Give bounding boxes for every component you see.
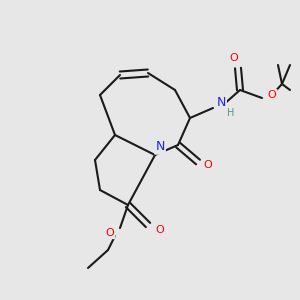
Text: N: N — [155, 140, 165, 154]
Text: O: O — [156, 225, 164, 235]
Text: O: O — [204, 160, 212, 170]
Text: N: N — [216, 97, 226, 110]
Text: H: H — [227, 108, 235, 118]
Text: O: O — [106, 228, 114, 238]
Text: O: O — [230, 53, 238, 63]
Text: O: O — [268, 90, 276, 100]
